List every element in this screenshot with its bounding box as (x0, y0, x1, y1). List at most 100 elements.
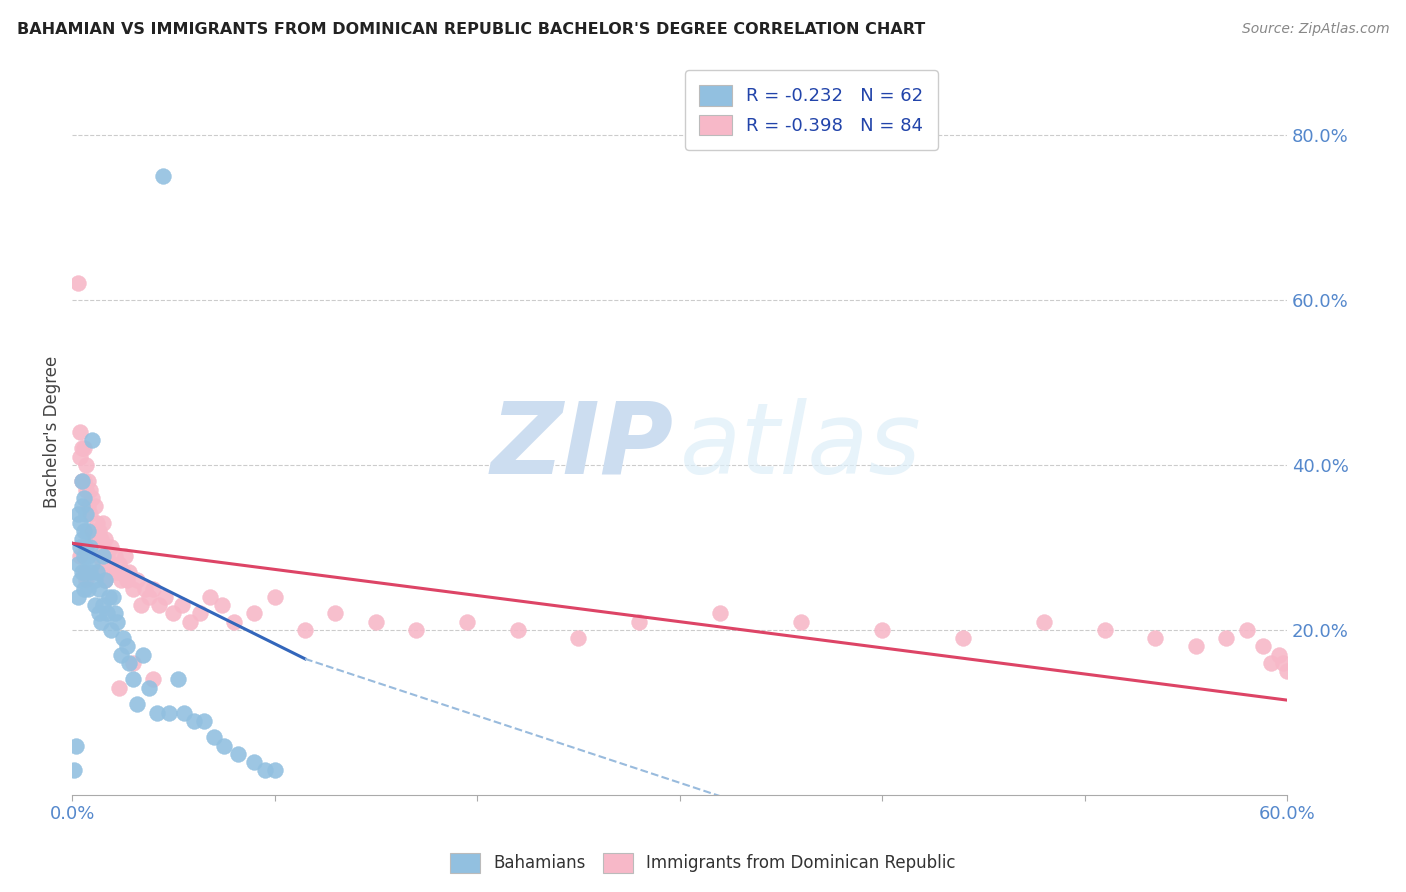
Legend: R = -0.232   N = 62, R = -0.398   N = 84: R = -0.232 N = 62, R = -0.398 N = 84 (685, 70, 938, 150)
Legend: Bahamians, Immigrants from Dominican Republic: Bahamians, Immigrants from Dominican Rep… (444, 847, 962, 880)
Point (148, 598, 170, 612)
Point (72, 499, 94, 513)
Point (1094, 623, 1116, 637)
Point (1268, 648, 1291, 662)
Point (91, 549, 114, 563)
Point (63, 764, 86, 778)
Point (73, 475, 96, 489)
Text: Source: ZipAtlas.com: Source: ZipAtlas.com (1241, 22, 1389, 37)
Point (73, 524, 96, 538)
Text: atlas: atlas (681, 398, 922, 495)
Point (1272, 656, 1295, 670)
Point (87, 607, 110, 621)
Point (118, 656, 141, 670)
Point (69, 549, 91, 563)
Point (75, 483, 97, 497)
Point (202, 731, 225, 745)
Point (75, 565, 97, 579)
Point (1144, 631, 1167, 645)
Point (91, 598, 114, 612)
Point (1215, 631, 1237, 645)
Point (73, 565, 96, 579)
Point (67, 557, 90, 571)
Text: ZIP: ZIP (491, 398, 673, 495)
Point (138, 590, 160, 604)
Point (243, 755, 266, 769)
Point (142, 673, 165, 687)
Point (93, 574, 115, 588)
Point (79, 483, 101, 497)
Point (132, 648, 155, 662)
Point (82, 433, 104, 447)
Point (90, 615, 112, 629)
Point (628, 615, 651, 629)
Point (100, 623, 122, 637)
Point (73, 442, 96, 456)
Point (115, 640, 138, 654)
Point (93, 574, 115, 588)
Point (82, 524, 104, 538)
Point (211, 598, 233, 612)
Point (82, 557, 104, 571)
Point (107, 557, 129, 571)
Point (1236, 623, 1258, 637)
Point (83, 499, 105, 513)
Point (87, 582, 110, 596)
Point (125, 698, 148, 712)
Point (226, 747, 249, 761)
Point (122, 656, 145, 670)
Point (105, 615, 128, 629)
Point (173, 706, 195, 720)
Point (104, 607, 127, 621)
Point (1275, 664, 1298, 678)
Point (104, 549, 127, 563)
Point (138, 681, 160, 695)
Point (72, 442, 94, 456)
Point (69, 450, 91, 464)
Point (77, 582, 100, 596)
Point (134, 582, 156, 596)
Point (79, 565, 101, 579)
Point (86, 565, 108, 579)
Point (96, 607, 118, 621)
Point (79, 541, 101, 555)
Point (82, 491, 104, 505)
Point (75, 458, 97, 472)
Point (125, 574, 148, 588)
Point (110, 574, 132, 588)
Point (75, 574, 97, 588)
Point (1260, 656, 1282, 670)
Point (325, 607, 347, 621)
Point (101, 565, 124, 579)
Point (405, 623, 427, 637)
Point (294, 623, 316, 637)
Point (67, 508, 90, 522)
Point (86, 565, 108, 579)
Point (243, 607, 266, 621)
Point (188, 607, 211, 621)
Point (75, 541, 97, 555)
Point (118, 565, 141, 579)
Point (77, 549, 100, 563)
Point (83, 532, 105, 546)
Point (86, 516, 108, 530)
Point (83, 574, 105, 588)
Point (870, 623, 893, 637)
Point (111, 565, 134, 579)
Point (96, 549, 118, 563)
Point (122, 673, 145, 687)
Point (709, 607, 731, 621)
Point (73, 582, 96, 596)
Point (198, 590, 221, 604)
Point (157, 706, 180, 720)
Point (567, 631, 589, 645)
Point (77, 475, 100, 489)
Point (115, 574, 138, 588)
Text: BAHAMIAN VS IMMIGRANTS FROM DOMINICAN REPUBLIC BACHELOR'S DEGREE CORRELATION CHA: BAHAMIAN VS IMMIGRANTS FROM DOMINICAN RE… (17, 22, 925, 37)
Point (224, 615, 246, 629)
Point (263, 764, 285, 778)
Point (67, 276, 90, 290)
Point (952, 631, 974, 645)
Point (87, 549, 110, 563)
Point (122, 582, 145, 596)
